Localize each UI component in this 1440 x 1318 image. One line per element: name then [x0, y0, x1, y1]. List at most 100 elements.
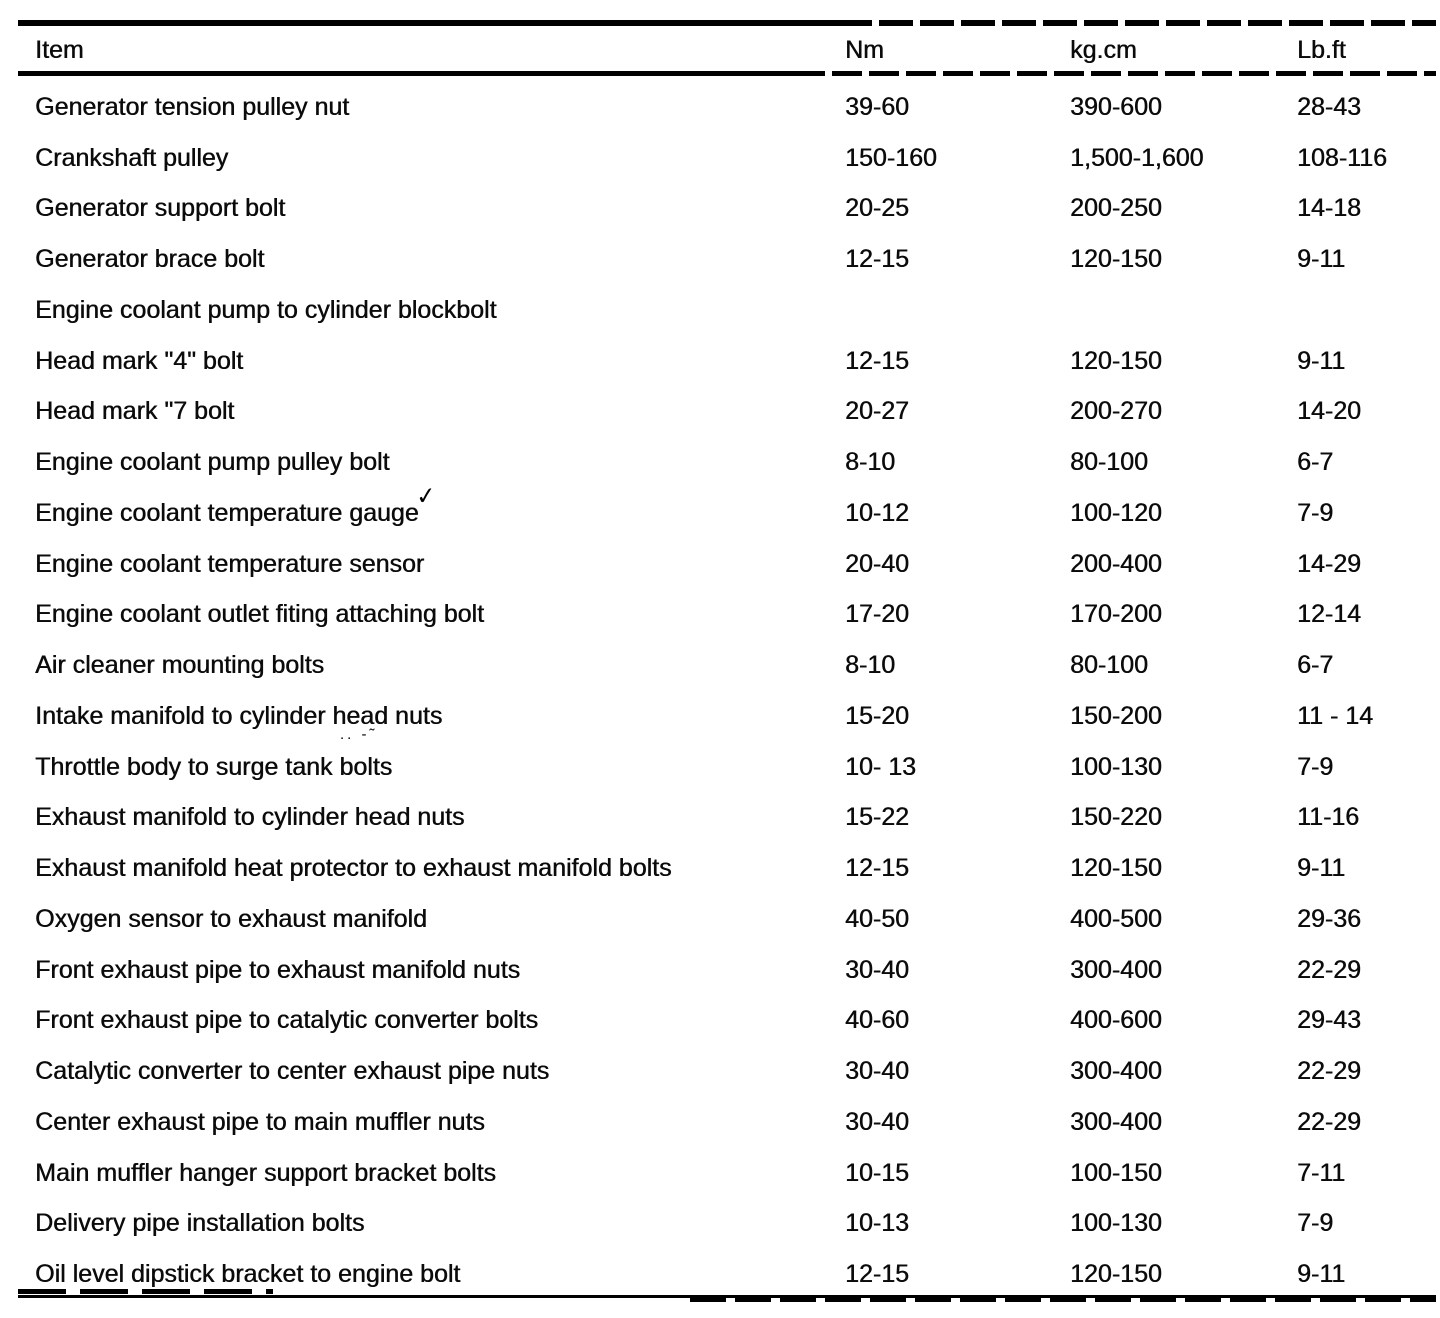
table-cell-item: Engine coolant pump pulley bolt — [35, 448, 390, 477]
bottom-border-segment — [690, 1298, 1436, 1302]
table-cell-kgcm: 1,500-1,600 — [1070, 143, 1204, 172]
table-row: Front exhaust pipe to exhaust manifold n… — [0, 945, 1440, 996]
table-cell-kgcm: 150-200 — [1070, 701, 1162, 730]
table-row: Air cleaner mounting bolts 8-10 80-100 6-7 — [0, 640, 1440, 691]
table-cell-lbft: 14-20 — [1297, 397, 1361, 426]
bottom-border-segment — [18, 1289, 273, 1294]
table-cell-item: Oxygen sensor to exhaust manifold — [35, 904, 427, 933]
column-header-kgcm: kg.cm — [1070, 35, 1137, 64]
table-cell-lbft: 28-43 — [1297, 92, 1361, 121]
table-cell-item: Exhaust manifold heat protector to exhau… — [35, 854, 672, 883]
table-cell-lbft: 7-9 — [1297, 1209, 1334, 1238]
table-cell-kgcm: 300-400 — [1070, 955, 1162, 984]
table-cell-item: Engine coolant temperature gauge — [35, 498, 419, 527]
table-cell-kgcm: 120-150 — [1070, 245, 1162, 274]
column-header-item: Item — [35, 35, 84, 64]
table-cell-kgcm: 80-100 — [1070, 651, 1148, 680]
table-row: Intake manifold to cylinder head nuts 15-… — [0, 691, 1440, 742]
table-cell-kgcm: 200-270 — [1070, 397, 1162, 426]
table-cell-item: Head mark "7 bolt — [35, 397, 235, 426]
table-row: Oxygen sensor to exhaust manifold 40-50 40… — [0, 894, 1440, 945]
table-cell-kgcm: 400-500 — [1070, 904, 1162, 933]
table-cell-item: Generator brace bolt — [35, 245, 265, 274]
table-cell-kgcm: 200-400 — [1070, 549, 1162, 578]
table-row: Generator tension pulley nut 39-60 390-600… — [0, 82, 1440, 133]
table-cell-lbft: 11 - 14 — [1297, 701, 1373, 730]
table-cell-item: Delivery pipe installation bolts — [35, 1209, 365, 1238]
table-cell-nm: 150-160 — [845, 143, 937, 172]
table-cell-lbft: 12-14 — [1297, 600, 1361, 629]
table-row: Center exhaust pipe to main muffler nuts… — [0, 1097, 1440, 1148]
column-header-lbft: Lb.ft — [1297, 35, 1346, 64]
table-cell-kgcm: 300-400 — [1070, 1107, 1162, 1136]
table-cell-nm: 40-60 — [845, 1006, 909, 1035]
table-row: Throttle body to surge tank bolts 10- 13 1… — [0, 742, 1440, 793]
table-cell-lbft: 14-29 — [1297, 549, 1361, 578]
table-row: Engine coolant outlet fiting attaching b… — [0, 590, 1440, 641]
column-header-nm: Nm — [845, 35, 884, 64]
table-row: Generator support bolt 20-25 200-250 14-18 — [0, 184, 1440, 235]
table-cell-kgcm: 120-150 — [1070, 346, 1162, 375]
table-cell-kgcm: 100-150 — [1070, 1158, 1162, 1187]
table-row: Exhaust manifold to cylinder head nuts 15… — [0, 793, 1440, 844]
table-row: Front exhaust pipe to catalytic converte… — [0, 996, 1440, 1047]
table-cell-nm: 15-22 — [845, 803, 909, 832]
table-cell-nm: 12-15 — [845, 245, 909, 274]
table-cell-item: Engine coolant outlet fiting attaching b… — [35, 600, 484, 629]
table-row: Crankshaft pulley 150-160 1,500-1,600 108-1… — [0, 133, 1440, 184]
table-cell-lbft: 11-16 — [1297, 803, 1360, 832]
table-top-border — [18, 20, 1436, 26]
table-cell-nm: 30-40 — [845, 1107, 909, 1136]
table-cell-item: Engine coolant temperature sensor — [35, 549, 425, 578]
table-cell-lbft: 22-29 — [1297, 955, 1361, 984]
table-row: Engine coolant pump to cylinder blockbol… — [0, 285, 1440, 336]
table-cell-kgcm: 80-100 — [1070, 448, 1148, 477]
table-row: Engine coolant pump pulley bolt 8-10 80-10… — [0, 437, 1440, 488]
table-cell-lbft: 9-11 — [1297, 245, 1346, 274]
table-body: Generator tension pulley nut 39-60 390-600… — [0, 82, 1440, 1300]
table-cell-item: Exhaust manifold to cylinder head nuts — [35, 803, 465, 832]
table-cell-kgcm: 120-150 — [1070, 854, 1162, 883]
table-cell-nm: 12-15 — [845, 346, 909, 375]
table-cell-nm: 20-27 — [845, 397, 909, 426]
bottom-border-segment — [18, 1295, 1436, 1298]
table-cell-lbft: 6-7 — [1297, 651, 1334, 680]
table-cell-kgcm: 100-130 — [1070, 752, 1162, 781]
table-row: Main muffler hanger support bracket bolt… — [0, 1148, 1440, 1199]
table-cell-nm: 20-25 — [845, 194, 909, 223]
table-cell-kgcm: 100-130 — [1070, 1209, 1162, 1238]
table-cell-kgcm: 390-600 — [1070, 92, 1162, 121]
table-cell-nm: 12-15 — [845, 1260, 909, 1289]
table-row: Delivery pipe installation bolts 10-13 100… — [0, 1199, 1440, 1250]
table-cell-nm: 10-12 — [845, 498, 909, 527]
table-cell-nm: 40-50 — [845, 904, 909, 933]
table-cell-item: Throttle body to surge tank bolts — [35, 752, 393, 781]
table-cell-lbft: 7-9 — [1297, 752, 1334, 781]
table-cell-item: Engine coolant pump to cylinder blockbol… — [35, 295, 497, 324]
table-cell-lbft: 29-36 — [1297, 904, 1361, 933]
table-cell-nm: 30-40 — [845, 1057, 909, 1086]
table-cell-kgcm: 300-400 — [1070, 1057, 1162, 1086]
table-cell-nm: 8-10 — [845, 651, 896, 680]
table-row: Engine coolant temperature sensor 20-40 20… — [0, 539, 1440, 590]
table-cell-item: Center exhaust pipe to main muffler nuts — [35, 1107, 485, 1136]
table-cell-lbft: 108-116 — [1297, 143, 1387, 172]
table-cell-nm: 10-15 — [845, 1158, 909, 1187]
table-cell-nm: 10- 13 — [845, 752, 916, 781]
table-cell-kgcm: 100-120 — [1070, 498, 1162, 527]
table-cell-nm: 39-60 — [845, 92, 909, 121]
table-cell-lbft: 6-7 — [1297, 448, 1334, 477]
table-row: Oil level dipstick bracket to engine bol… — [0, 1249, 1440, 1300]
table-cell-nm: 15-20 — [845, 701, 909, 730]
table-cell-kgcm: 170-200 — [1070, 600, 1162, 629]
table-cell-lbft: 14-18 — [1297, 194, 1361, 223]
table-cell-item: Generator support bolt — [35, 194, 286, 223]
table-cell-kgcm: 400-600 — [1070, 1006, 1162, 1035]
table-cell-nm: 10-13 — [845, 1209, 909, 1238]
table-cell-item: Intake manifold to cylinder head nuts — [35, 701, 443, 730]
table-row: Head mark "7 bolt 20-27 200-270 14-20 — [0, 387, 1440, 438]
table-cell-lbft: 7-11 — [1297, 1158, 1346, 1187]
table-cell-item: Air cleaner mounting bolts — [35, 651, 325, 680]
table-cell-item: Crankshaft pulley — [35, 143, 229, 172]
